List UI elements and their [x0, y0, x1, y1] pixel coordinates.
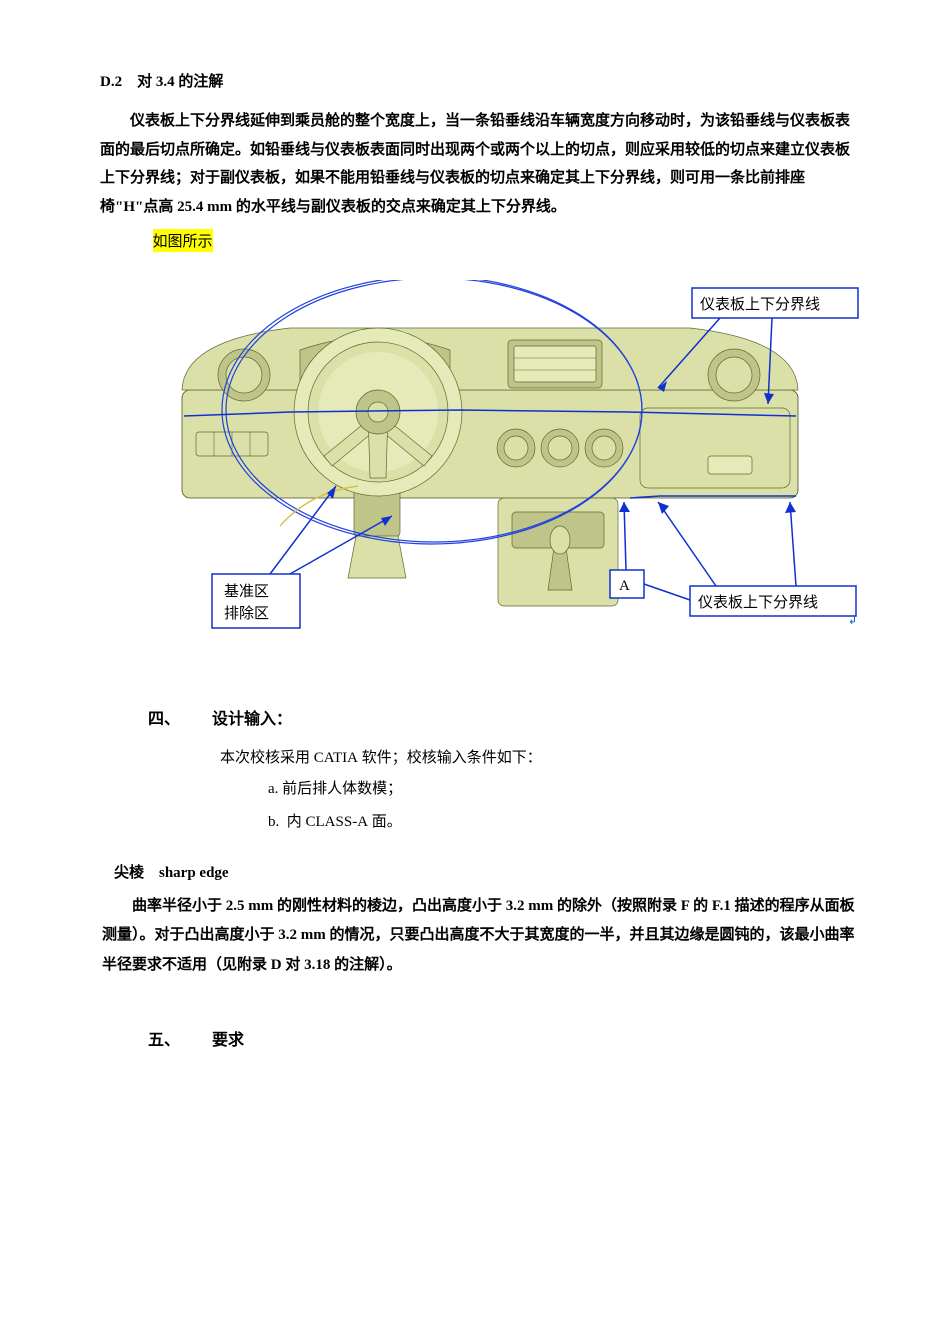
callout-left-line2: 排除区: [224, 605, 269, 622]
section4-item-a: a. 前后排人体数模；: [268, 773, 855, 806]
callout-bottom-right-label: 仪表板上下分界线: [698, 593, 818, 611]
callout-left-line1: 基准区: [224, 583, 269, 600]
section4-item-b: b. 内 CLASS-A 面。: [268, 806, 855, 839]
section-d2-paragraph: 仪表板上下分界线延伸到乘员舱的整个宽度上，当一条铅垂线沿车辆宽度方向移动时，为该…: [100, 107, 855, 221]
section5-title: 要求: [212, 1032, 244, 1049]
section5-number: 五、: [148, 1026, 208, 1050]
dashboard-figure: 仪表板上下分界线 仪表板上下分界线 A 基准区 排除区 ↲: [160, 280, 855, 665]
svg-text:↲: ↲: [848, 615, 857, 627]
section4-number: 四、: [148, 705, 208, 729]
section5-heading: 五、 要求: [148, 1026, 855, 1050]
section-d2-heading: D.2 对 3.4 的注解: [100, 70, 855, 91]
section4-intro: 本次校核采用 CATIA 软件；校核输入条件如下：: [220, 743, 855, 773]
callout-top-right-label: 仪表板上下分界线: [700, 295, 820, 313]
sharp-edge-heading: 尖棱 sharp edge: [114, 861, 855, 882]
section4-title: 设计输入：: [212, 711, 292, 728]
section4-heading: 四、 设计输入：: [148, 705, 855, 729]
sharp-edge-paragraph: 曲率半径小于 2.5 mm 的刚性材料的棱边，凸出高度小于 3.2 mm 的除外…: [102, 892, 855, 980]
highlight-text: 如图所示: [153, 229, 213, 252]
callout-letter-a: A: [619, 578, 630, 594]
